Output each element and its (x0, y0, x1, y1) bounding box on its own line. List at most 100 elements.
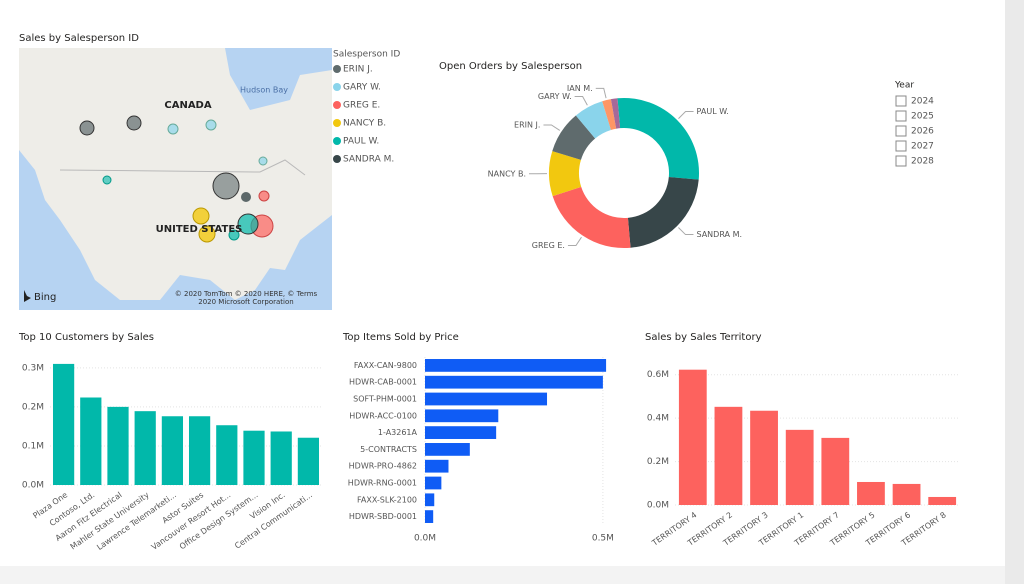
bar[interactable] (714, 406, 743, 505)
donut-slice[interactable] (549, 151, 582, 197)
y-tick-label: 5-CONTRACTS (360, 445, 417, 454)
bar[interactable] (928, 496, 957, 505)
map-bubble[interactable] (79, 120, 95, 136)
checkbox[interactable] (895, 110, 907, 122)
map-bubble[interactable] (237, 213, 259, 235)
legend-swatch (333, 155, 341, 163)
map-bubble[interactable] (241, 192, 251, 202)
legend-label[interactable]: GREG E. (343, 101, 380, 111)
bar[interactable] (425, 476, 442, 490)
map-bubble[interactable] (102, 175, 112, 185)
bar[interactable] (425, 510, 434, 523)
donut-slice[interactable] (602, 99, 617, 130)
donut-slice[interactable] (610, 98, 621, 129)
map-border (59, 159, 306, 176)
bar[interactable] (425, 426, 497, 439)
checkbox[interactable] (895, 140, 907, 152)
slice-label: IAN M. (567, 84, 593, 93)
slicer-option[interactable]: 2028 (911, 157, 934, 167)
y-tick-label: 0.2M (22, 402, 44, 412)
year-slicer: Year 2024 2025 2026 2027 2028 (894, 81, 934, 167)
map-bubble[interactable] (212, 172, 240, 200)
donut-slice[interactable] (627, 176, 699, 248)
y-tick-label: HDWR-RNG-0001 (348, 479, 417, 488)
bar[interactable] (821, 437, 850, 505)
legend-label[interactable]: NANCY B. (343, 119, 386, 129)
slicer-option[interactable]: 2024 (911, 97, 934, 107)
map-bubble[interactable] (167, 123, 179, 135)
slicer-option[interactable]: 2025 (911, 112, 934, 122)
checkbox[interactable] (895, 95, 907, 107)
bar[interactable] (134, 411, 156, 485)
bar[interactable] (425, 375, 603, 389)
bar[interactable] (425, 359, 607, 372)
bar[interactable] (52, 363, 75, 485)
bar[interactable] (750, 410, 778, 505)
y-tick-label: HDWR-PRO-4862 (349, 462, 417, 471)
bar[interactable] (243, 430, 265, 485)
map-bubble[interactable] (192, 207, 210, 225)
checkbox[interactable] (895, 155, 907, 167)
leader-line (595, 87, 607, 99)
donut-slice[interactable] (575, 101, 611, 139)
bar[interactable] (161, 416, 184, 485)
bar[interactable] (678, 369, 707, 505)
leader-line (543, 124, 561, 131)
bar[interactable] (270, 431, 292, 485)
bar[interactable] (857, 481, 885, 505)
bar[interactable] (425, 443, 470, 456)
map-attribution: © 2020 TomTom © 2020 HERE, © Terms (175, 290, 318, 298)
map-bubble[interactable] (198, 225, 216, 243)
bar[interactable] (425, 392, 548, 406)
map-bubble[interactable] (258, 190, 270, 202)
donut-slice[interactable] (617, 98, 700, 180)
map-label: Hudson Bay (240, 86, 288, 95)
map-logo-icon (24, 290, 31, 302)
bar[interactable] (216, 425, 238, 485)
slice-label: NANCY B. (488, 169, 526, 178)
map-land (19, 48, 332, 300)
legend-label[interactable]: SANDRA M. (343, 155, 394, 165)
map-bubble[interactable] (205, 119, 217, 131)
donut-slice[interactable] (552, 115, 596, 160)
y-tick-label: 0.4M (647, 414, 669, 424)
bar[interactable] (297, 437, 320, 485)
leader-line (678, 227, 694, 236)
bar[interactable] (188, 416, 211, 485)
y-tick-label: 0.2M (647, 457, 669, 467)
legend-label[interactable]: ERIN J. (343, 65, 373, 75)
x-tick-label: 0.5M (592, 534, 614, 544)
bar[interactable] (107, 406, 129, 485)
bar[interactable] (785, 429, 814, 505)
y-tick-label: 0.6M (647, 370, 669, 380)
chart-title: Sales by Sales Territory (645, 332, 762, 343)
slicer-option[interactable]: 2027 (911, 142, 934, 152)
bar[interactable] (80, 397, 102, 486)
slice-label: PAUL W. (697, 107, 729, 116)
x-tick-label: 0.0M (414, 534, 436, 544)
y-tick-label: 0.0M (647, 501, 669, 511)
legend-label[interactable]: GARY W. (343, 83, 381, 93)
y-tick-label: SOFT-PHM-0001 (353, 395, 417, 404)
checkbox[interactable] (895, 125, 907, 137)
donut-slice[interactable] (552, 186, 631, 249)
slice-label: ERIN J. (514, 120, 540, 129)
bar[interactable] (425, 493, 435, 507)
legend-label[interactable]: PAUL W. (343, 137, 379, 147)
bar[interactable] (425, 409, 499, 423)
bar[interactable] (892, 483, 921, 505)
map-bubble[interactable] (258, 156, 268, 166)
y-tick-label: FAXX-CAN-9800 (354, 361, 417, 370)
legend-swatch (333, 137, 341, 145)
chart-title: Top Items Sold by Price (342, 332, 459, 343)
y-tick-label: HDWR-CAB-0001 (349, 378, 417, 387)
map-bubble[interactable] (228, 229, 240, 241)
slice-label: SANDRA M. (696, 230, 742, 239)
map-logo: Bing (34, 292, 56, 303)
slicer-option[interactable]: 2026 (911, 127, 934, 137)
map[interactable] (19, 48, 332, 310)
bar[interactable] (425, 459, 449, 473)
legend-swatch (333, 83, 341, 91)
map-bubble[interactable] (126, 115, 142, 131)
